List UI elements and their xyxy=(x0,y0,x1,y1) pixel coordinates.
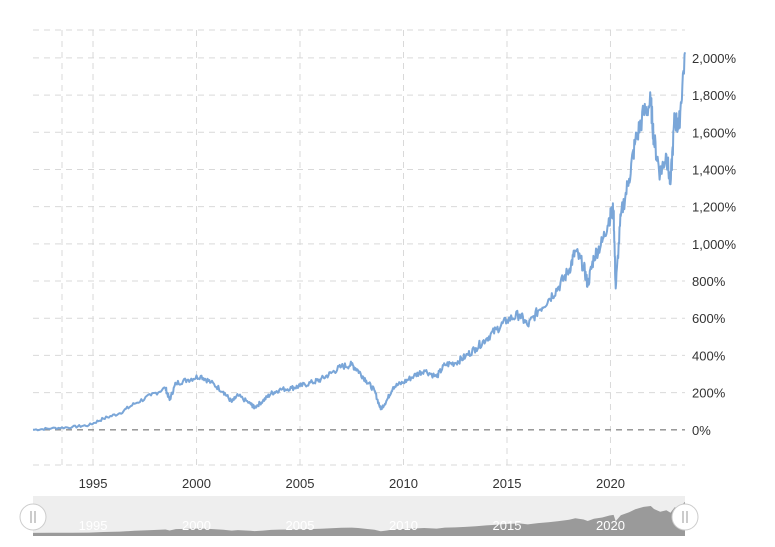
navigator-left-handle[interactable] xyxy=(19,503,47,531)
y-tick-label: 1,000% xyxy=(692,237,737,252)
x-tick-label: 2010 xyxy=(389,476,418,491)
y-tick-label: 1,200% xyxy=(692,200,737,215)
x-tick-label: 2000 xyxy=(182,476,211,491)
y-tick-label: 0% xyxy=(692,423,711,438)
navigator-year-label: 1995 xyxy=(79,518,108,533)
navigator-year-label: 2000 xyxy=(182,518,211,533)
navigator-year-label: 2020 xyxy=(596,518,625,533)
navigator-right-handle[interactable] xyxy=(671,503,699,531)
x-tick-label: 2005 xyxy=(286,476,315,491)
y-tick-label: 2,000% xyxy=(692,51,737,66)
vertical-gridlines xyxy=(61,30,611,467)
navigator-year-label: 2005 xyxy=(286,518,315,533)
x-tick-label: 2015 xyxy=(493,476,522,491)
x-tick-label: 2020 xyxy=(596,476,625,491)
navigator-year-label: 2015 xyxy=(493,518,522,533)
x-axis-labels: 1995 2000 2005 2010 2015 2020 xyxy=(79,476,625,491)
navigator-area xyxy=(33,501,685,536)
x-tick-label: 1995 xyxy=(79,476,108,491)
y-tick-label: 200% xyxy=(692,386,726,401)
navigator-labels: 1995 2000 2005 2010 2015 2020 xyxy=(79,518,625,533)
navigator-year-label: 2010 xyxy=(389,518,418,533)
y-axis-labels: 0% 200% 400% 600% 800% 1,000% 1,200% 1,400% 1,60… xyxy=(692,51,737,438)
y-tick-label: 1,400% xyxy=(692,162,737,177)
navigator[interactable]: 1995 2000 2005 2010 2015 2020 xyxy=(19,496,699,536)
y-tick-label: 1,800% xyxy=(692,88,737,103)
y-tick-label: 400% xyxy=(692,348,726,363)
y-tick-label: 1,600% xyxy=(692,125,737,140)
y-tick-label: 800% xyxy=(692,274,726,289)
y-tick-label: 600% xyxy=(692,311,726,326)
series-line[interactable] xyxy=(32,52,686,432)
horizontal-gridlines xyxy=(33,29,685,466)
